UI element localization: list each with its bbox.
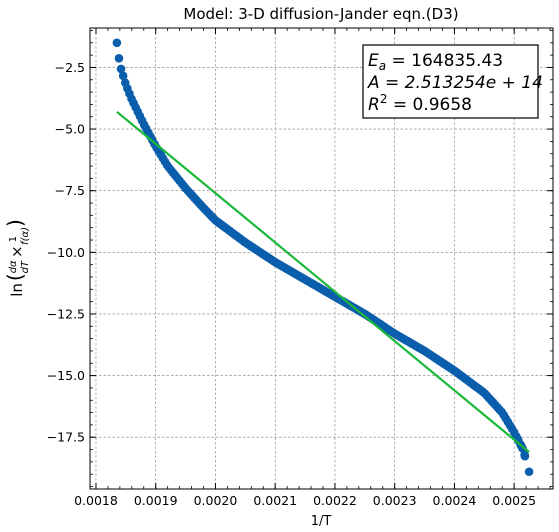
fit-line: [116, 110, 530, 453]
y-axis: −2.5 −5.0 −7.5 −10.0 −12.5 −15.0 −17.5: [47, 30, 553, 487]
y-tick-label: −17.5: [47, 430, 85, 445]
y-tick-label: −12.5: [47, 306, 85, 321]
data-point: [520, 451, 530, 461]
x-tick-label: 0.0019: [134, 493, 178, 508]
fit-layer: [116, 110, 530, 453]
annotation-box: [362, 44, 539, 119]
y-tick-label: −7.5: [55, 183, 85, 198]
plot-frame: [89, 27, 554, 490]
data-point: [114, 54, 124, 63]
x-tick-label: 0.0022: [313, 493, 357, 508]
svg-text:ln(dαdT×1f(α)): ln(dαdT×1f(α)): [3, 219, 31, 297]
y-tick-label: −15.0: [47, 368, 85, 383]
x-tick-label: 0.0024: [433, 493, 477, 508]
data-point: [118, 71, 128, 81]
x-tick-label: 0.0025: [492, 493, 536, 508]
annotation-a: A = 2.513254e + 14: [367, 73, 543, 93]
x-axis: 0.0018 0.0019 0.0020 0.0021 0.0022 0.0023 0.00…: [74, 28, 551, 508]
x-tick-label: 0.0021: [253, 493, 297, 508]
x-tick-label: 0.0018: [74, 493, 118, 508]
data-point: [524, 467, 534, 477]
y-tick-label: −2.5: [55, 60, 85, 75]
y-tick-label: −10.0: [47, 245, 85, 260]
y-axis-label: ln(dαdT×1f(α)): [3, 219, 31, 297]
data-point: [116, 64, 126, 74]
annotation-ea: Ea = 164835.43: [368, 51, 503, 73]
y-tick-label: −5.0: [55, 122, 85, 137]
data-point: [112, 38, 122, 48]
x-tick-label: 0.0020: [194, 493, 238, 508]
chart-title: Model: 3-D diffusion-Jander eqn.(D3): [183, 5, 458, 23]
annotation-r2: R2 = 0.9658: [368, 92, 472, 115]
x-axis-label: 1/T: [311, 514, 332, 529]
data-layer: [112, 38, 534, 477]
x-tick-label: 0.0023: [373, 493, 417, 508]
fit-annotation: Ea = 164835.43 A = 2.513254e + 14 R2 = 0…: [362, 44, 543, 119]
